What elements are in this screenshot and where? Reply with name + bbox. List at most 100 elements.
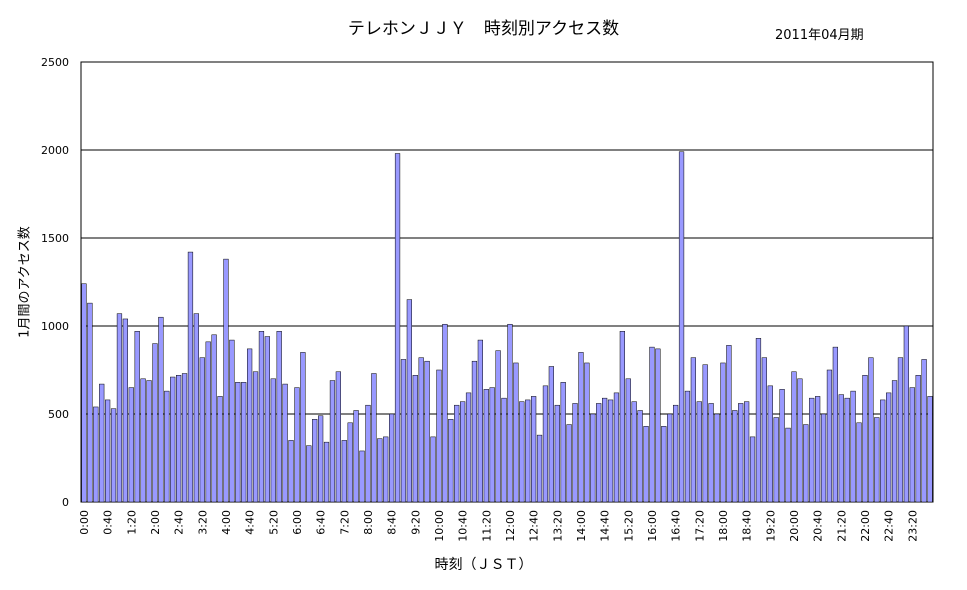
bar [347, 422, 353, 503]
bar [560, 382, 566, 503]
bar [909, 387, 915, 503]
x-tick-label: 21:20 [835, 510, 848, 542]
bar [619, 331, 625, 503]
bar [880, 399, 886, 503]
bar [732, 410, 738, 503]
bar [134, 331, 140, 503]
bar [205, 341, 211, 503]
bar [264, 336, 270, 503]
bar [915, 375, 921, 503]
bar [891, 380, 898, 503]
bar [696, 401, 702, 503]
bar [389, 413, 395, 503]
bar [335, 371, 341, 503]
x-tick-label: 18:00 [717, 510, 730, 542]
bar [678, 151, 685, 503]
bar [643, 426, 649, 503]
bar [359, 450, 365, 503]
bar [607, 399, 614, 503]
x-tick-label: 10:00 [433, 510, 446, 542]
bar [99, 383, 105, 503]
bar [211, 334, 217, 503]
x-tick-label: 3:20 [196, 510, 209, 535]
bar [850, 390, 856, 503]
x-tick-label: 14:00 [575, 510, 588, 542]
bar [300, 352, 306, 503]
bar [536, 434, 543, 503]
bar [844, 397, 850, 503]
bar [613, 392, 620, 503]
bar [294, 387, 300, 503]
y-tick-label: 2500 [41, 56, 69, 69]
x-tick-label: 0:40 [102, 510, 115, 535]
bar [122, 318, 128, 503]
bar [199, 357, 205, 503]
bar [448, 419, 454, 503]
x-tick-label: 8:00 [362, 510, 375, 535]
x-tick-label: 17:20 [693, 510, 706, 542]
bar [400, 359, 407, 503]
bar [223, 258, 229, 503]
bar [288, 440, 294, 503]
bar [708, 403, 714, 503]
bar [465, 392, 472, 503]
bar [815, 396, 821, 503]
bar [412, 375, 418, 503]
bar [146, 380, 152, 503]
bar [773, 417, 779, 503]
bar [596, 403, 602, 503]
bar [442, 323, 448, 503]
x-tick-label: 0:00 [78, 510, 91, 535]
bar [217, 396, 223, 503]
bar [282, 383, 288, 503]
bar [584, 362, 590, 503]
bar [868, 357, 874, 503]
bar [365, 404, 371, 503]
bar [519, 401, 525, 503]
y-tick-label: 1500 [41, 232, 69, 245]
bar [761, 357, 767, 503]
x-tick-label: 15:20 [622, 510, 635, 542]
bar [164, 390, 170, 503]
bar [394, 153, 401, 503]
x-tick-label: 16:00 [646, 510, 659, 542]
x-tick-label: 6:40 [315, 510, 328, 535]
bar [720, 362, 726, 503]
bar [578, 352, 584, 503]
plot-area [80, 61, 934, 503]
bar [809, 397, 815, 503]
bar [140, 378, 146, 503]
bar [430, 436, 436, 503]
bar [903, 325, 909, 503]
bar [176, 375, 182, 503]
bar [513, 362, 519, 503]
x-tick-label: 7:20 [338, 510, 351, 535]
chart-title: テレホンＪＪＹ 時刻別アクセス数 [347, 19, 620, 39]
bar [81, 283, 87, 503]
bar [767, 385, 773, 503]
bar [832, 346, 838, 503]
x-tick-label: 22:40 [883, 510, 896, 542]
bar [128, 387, 134, 503]
bar [927, 396, 933, 503]
bar [749, 436, 756, 503]
bar [170, 376, 176, 503]
bar [566, 424, 572, 503]
x-tick-label: 23:20 [906, 510, 919, 542]
bar [862, 375, 868, 503]
bar [755, 338, 762, 503]
x-tick-label: 5:20 [267, 510, 280, 535]
bar [270, 378, 276, 503]
y-tick-label: 0 [62, 496, 69, 509]
bar [323, 441, 330, 503]
bar [252, 371, 259, 503]
bar [921, 359, 927, 503]
bar [181, 373, 188, 503]
x-tick-label: 12:40 [528, 510, 541, 542]
bar [542, 385, 549, 503]
x-tick-label: 8:40 [386, 510, 399, 535]
x-tick-label: 1:20 [125, 510, 138, 535]
bar [531, 396, 537, 503]
bar [714, 413, 720, 503]
